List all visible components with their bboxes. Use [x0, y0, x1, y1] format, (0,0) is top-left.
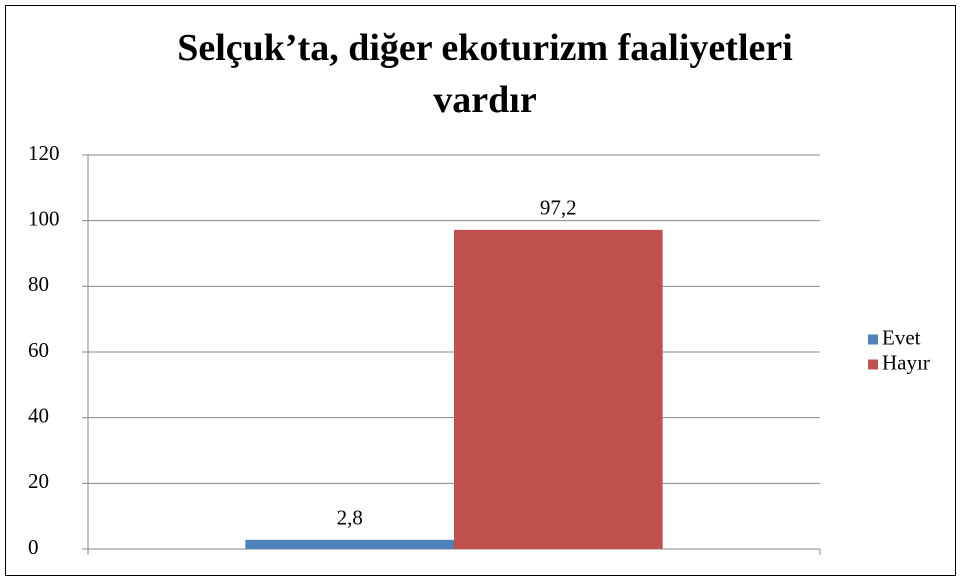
value-label: 2,8 [337, 506, 363, 530]
legend-label: Evet [882, 325, 921, 349]
y-tick-label: 0 [28, 535, 39, 559]
y-tick-label: 20 [28, 469, 49, 493]
chart-title: Selçuk’ta, diğer ekoturizm faaliyetleri … [177, 27, 793, 121]
y-tick-label: 120 [28, 141, 60, 165]
y-tick-label: 60 [28, 338, 49, 362]
bar [454, 229, 663, 550]
chart-border [5, 5, 956, 576]
y-tick-label: 40 [28, 403, 49, 427]
legend-swatch [868, 359, 878, 370]
y-tick-label: 100 [28, 206, 60, 230]
bar [245, 539, 454, 549]
legend-swatch [868, 334, 878, 345]
value-label: 97,2 [540, 196, 577, 220]
legend-label: Hayır [882, 350, 930, 374]
y-tick-label: 80 [28, 272, 49, 296]
